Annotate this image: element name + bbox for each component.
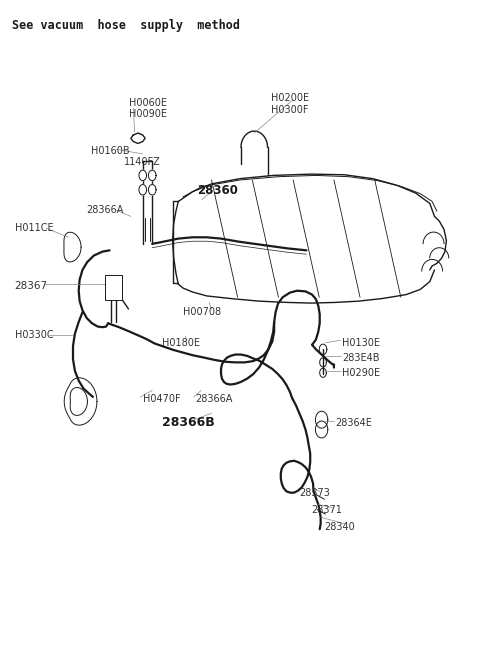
FancyBboxPatch shape — [105, 275, 122, 300]
Text: 28366A: 28366A — [86, 205, 123, 215]
Text: 28364E: 28364E — [335, 418, 372, 428]
Polygon shape — [139, 170, 146, 181]
Text: H0330C: H0330C — [14, 330, 53, 340]
Polygon shape — [139, 185, 146, 195]
Text: 28340: 28340 — [324, 522, 355, 532]
Text: H0290E: H0290E — [342, 368, 380, 378]
Text: H0160B: H0160B — [91, 147, 129, 156]
Text: 28366B: 28366B — [162, 417, 215, 430]
Text: H0470F: H0470F — [143, 394, 180, 404]
Text: 28360: 28360 — [197, 184, 238, 197]
Text: H00708: H00708 — [183, 307, 221, 317]
Text: H0180E: H0180E — [162, 338, 200, 348]
Text: 28371: 28371 — [311, 505, 342, 514]
Text: 1140FZ: 1140FZ — [124, 158, 160, 168]
Text: H011CE: H011CE — [14, 223, 53, 233]
Polygon shape — [148, 185, 156, 195]
Text: See vacuum  hose  supply  method: See vacuum hose supply method — [12, 19, 240, 32]
Text: H0200E
H0300F: H0200E H0300F — [271, 93, 309, 114]
Text: H0130E: H0130E — [342, 338, 380, 348]
Polygon shape — [148, 170, 156, 181]
Text: 28373: 28373 — [300, 487, 330, 497]
Text: 28367: 28367 — [14, 281, 48, 290]
Text: H0060E
H0090E: H0060E H0090E — [129, 97, 167, 119]
Text: 28366A: 28366A — [195, 394, 232, 404]
Text: 283E4B: 283E4B — [342, 353, 380, 363]
